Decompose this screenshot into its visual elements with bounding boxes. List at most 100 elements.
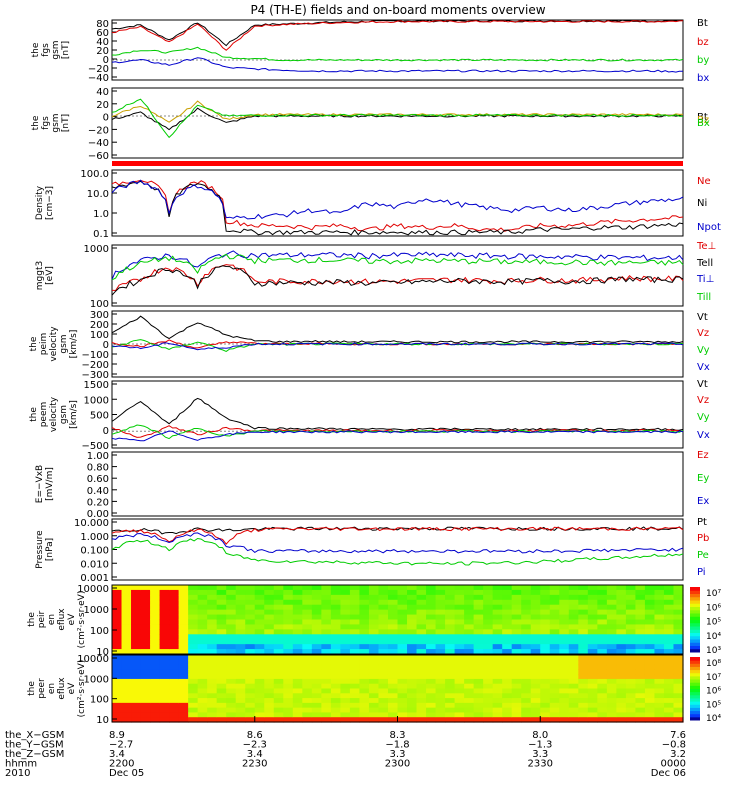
spectrogram-cell [483,639,494,645]
y-tick-label: 1000 [84,674,109,685]
spectrogram-cell [340,712,351,718]
spectrogram-cell [521,585,532,591]
spectrogram-cell [483,688,494,694]
colorbar-tick-label: 10⁷ [706,673,721,683]
y-tick-label: 0.80 [87,463,109,474]
spectrogram-cell [140,698,151,704]
spectrogram-cell [654,585,665,591]
spectrogram-cell [216,678,227,685]
spectrogram-cell [644,614,656,621]
spectrogram-cell [150,604,161,611]
spectrogram-cell [340,639,351,645]
spectrogram-cell [387,717,399,723]
colorbar-tick-label: 10³ [706,646,721,656]
spectrogram-cell [559,664,570,670]
spectrogram-cell [340,589,351,596]
spectrogram-cell [625,693,637,699]
spectrogram-cell [207,649,218,655]
legend-Till: Till [696,292,711,303]
spectrogram-cell [663,693,675,699]
spectrogram-cell [511,655,522,661]
spectrogram-cell [483,599,494,606]
spectrogram-cell [635,624,646,630]
spectrogram-cell [216,698,227,704]
spectrogram-cell [378,693,389,699]
spectrogram-cell [387,619,399,626]
spectrogram-cell [559,599,570,606]
spectrogram-cell [159,693,170,699]
orbit-value: 3.2 [670,749,686,760]
spectrogram-cell [407,698,418,704]
legend-Vt: Vt [697,379,708,390]
spectrogram-cell [207,693,218,699]
y-axis-label: (cm²·s·sr·eV) [77,660,87,718]
spectrogram-cell [178,589,189,596]
spectrogram-cell [426,693,437,699]
spectrogram-cell [521,634,532,640]
spectrogram-cell [292,674,303,680]
spectrogram-cell [644,594,656,601]
legend-Ey: Ey [697,473,709,484]
spectrogram-cell [235,639,246,645]
spectrogram-cell [426,702,437,709]
spectrogram-cell [635,688,646,694]
spectrogram-cell [235,604,246,611]
spectrogram-cell [587,669,598,675]
spectrogram-cell [169,683,180,690]
spectrogram-cell [426,669,437,675]
y-tick-label: 0.001 [80,573,109,584]
spectrogram-cell [530,619,541,626]
spectrogram-cell [549,712,560,718]
spectrogram-cell [568,629,579,635]
spectrogram-cell [454,707,465,714]
spectrogram-cell [131,717,142,723]
spectrogram-cell [435,644,446,650]
spectrogram-cell [673,678,684,685]
spectrogram-cell [530,594,541,601]
spectrogram-cell [540,664,551,670]
spectrogram-cell [207,664,218,670]
spectrogram-cell [216,712,227,718]
spectrogram-cell [292,702,303,709]
spectrogram-cell [578,659,589,666]
spectrogram-cell [521,599,532,606]
spectrogram-cell [216,688,227,694]
spectrogram-cell [464,664,475,670]
spectrogram-cell [511,599,522,606]
spectrogram-cell [178,698,189,704]
spectrogram-cell [387,674,399,680]
spectrogram-cell [426,698,437,704]
spectrogram-cell [112,683,123,690]
spectrogram-cell [616,614,627,621]
spectrogram-cell [445,614,456,621]
spectrogram-cell [378,594,389,601]
spectrogram-cell [216,644,227,650]
series-line-Ne [111,179,684,232]
spectrogram-cell [445,624,456,630]
spectrogram-cell [311,669,322,675]
spectrogram-cell [330,688,341,694]
spectrogram-cell [597,683,608,690]
spectrogram-cell [454,659,465,666]
spectrogram-cell [245,683,256,690]
spectrogram-cell [283,688,294,694]
legend-Pt: Pt [697,517,707,528]
spectrogram-cell [349,655,361,661]
spectrogram-cell [568,634,579,640]
spectrogram-cell [625,609,637,616]
spectrogram-cell [483,589,494,596]
spectrogram-cell [387,693,399,699]
spectrogram-cell [464,614,475,621]
spectrogram-cell [273,609,284,616]
spectrogram-cell [359,614,370,621]
spectrogram-cell [140,619,151,626]
spectrogram-cell [397,678,408,685]
spectrogram-cell [635,604,646,611]
spectrogram-cell [197,634,208,640]
spectrogram-cell [387,683,399,690]
spectrogram-cell [169,629,180,635]
spectrogram-cell [521,589,532,596]
spectrogram-cell [283,712,294,718]
spectrogram-cell [359,683,370,690]
spectrogram-cell [216,629,227,635]
